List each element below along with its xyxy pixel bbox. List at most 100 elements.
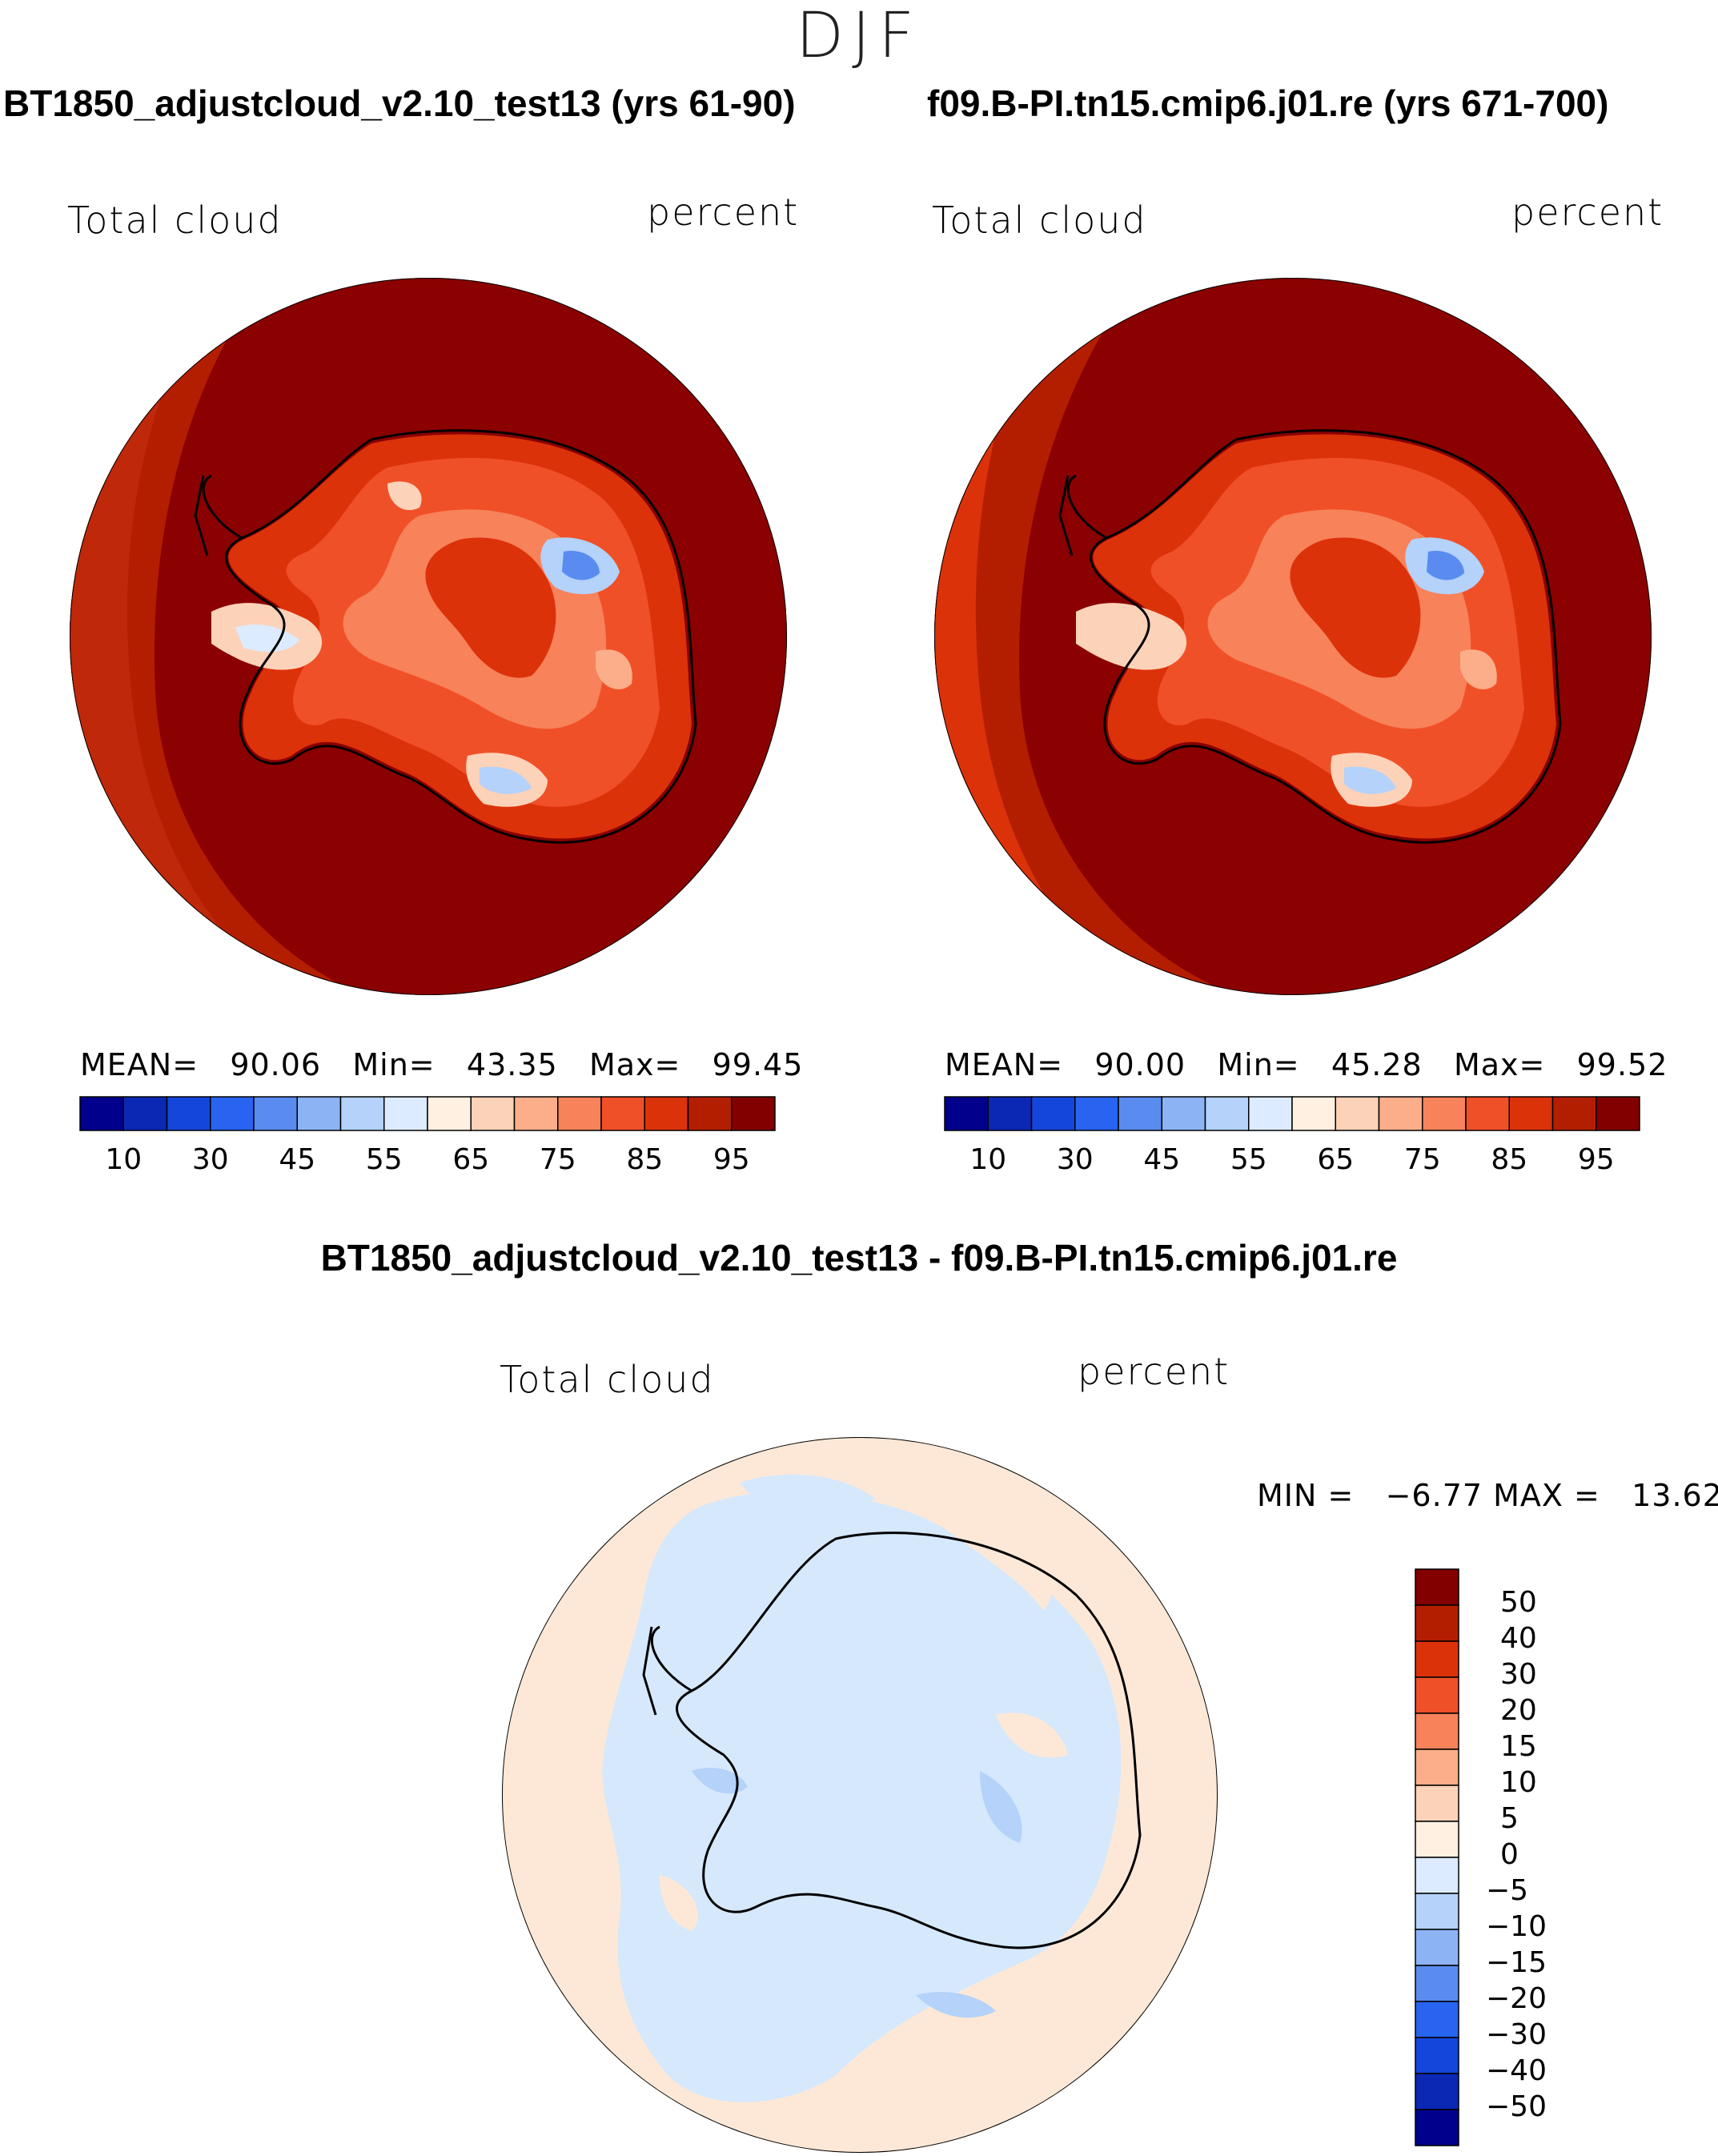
colorbar-swatch	[210, 1096, 255, 1131]
panel-1-map	[70, 278, 787, 995]
panel-1-title: BT1850_adjustcloud_v2.10_test13 (yrs 61-…	[3, 82, 796, 124]
panel-2-colorbar	[944, 1096, 1640, 1131]
mean-label: MEAN=	[945, 1047, 1064, 1082]
colorbar-swatch	[1415, 1893, 1459, 1930]
panel-1-stats: MEAN= 90.06 Min= 43.35 Max= 99.45	[80, 1047, 803, 1082]
colorbar-swatch	[122, 1096, 168, 1131]
mean-label: MEAN=	[80, 1047, 199, 1082]
max-value: 99.45	[712, 1047, 804, 1082]
colorbar-swatch	[1161, 1096, 1206, 1131]
colorbar-tick-label: 30	[191, 1143, 229, 1176]
colorbar-swatch	[987, 1096, 1033, 1131]
colorbar-swatch	[687, 1096, 733, 1131]
colorbar-tick-label: −20	[1486, 1982, 1547, 2015]
colorbar-swatch	[1415, 1640, 1459, 1678]
min-value: 43.35	[466, 1047, 558, 1082]
colorbar-swatch	[427, 1096, 472, 1131]
colorbar-tick-label: 95	[712, 1143, 750, 1176]
mean-value: 90.00	[1094, 1047, 1186, 1082]
colorbar-tick-label: 10	[1500, 1766, 1537, 1799]
diff-max-value: 13.62	[1632, 1478, 1718, 1513]
colorbar-swatch	[1415, 2001, 1459, 2038]
colorbar-tick-label: 50	[1500, 1586, 1537, 1619]
colorbar-swatch	[1335, 1096, 1380, 1131]
colorbar-swatch	[1415, 1821, 1459, 1858]
colorbar-swatch	[1248, 1096, 1293, 1131]
colorbar-swatch	[1415, 1748, 1459, 1786]
max-value: 99.52	[1576, 1047, 1668, 1082]
colorbar-tick-label: 85	[1491, 1143, 1528, 1176]
colorbar-swatch	[600, 1096, 645, 1131]
max-label: Max=	[1453, 1047, 1546, 1082]
colorbar-swatch	[1415, 2109, 1459, 2146]
colorbar-swatch	[1378, 1096, 1423, 1131]
colorbar-tick-label: 0	[1500, 1838, 1519, 1871]
colorbar-swatch	[1204, 1096, 1250, 1131]
colorbar-swatch	[1415, 2073, 1459, 2110]
colorbar-swatch	[1415, 1604, 1459, 1642]
panel-2-title: f09.B-PI.tn15.cmip6.j01.re (yrs 671-700)	[927, 82, 1609, 124]
diff-field-label: Total cloud	[500, 1358, 715, 1401]
colorbar-tick-label: 10	[105, 1143, 142, 1176]
panel-1-colorbar	[79, 1096, 776, 1131]
colorbar-swatch	[1415, 1857, 1459, 1894]
colorbar-tick-label: −40	[1486, 2054, 1547, 2087]
colorbar-tick-label: 5	[1500, 1802, 1519, 1835]
colorbar-swatch	[470, 1096, 516, 1131]
colorbar-swatch	[79, 1096, 124, 1131]
panel-2-map	[934, 278, 1652, 995]
season-title: DJF	[796, 0, 922, 72]
colorbar-swatch	[1118, 1096, 1162, 1131]
colorbar-tick-label: −10	[1486, 1910, 1547, 1943]
diff-colorbar	[1415, 1568, 1459, 2146]
colorbar-tick-label: 10	[969, 1143, 1007, 1176]
panel-2-field-label: Total cloud	[932, 199, 1147, 242]
colorbar-tick-label: 20	[1500, 1694, 1537, 1727]
colorbar-swatch	[1415, 1785, 1459, 1822]
panel-2-units-label: percent	[1511, 191, 1664, 234]
min-label: Min=	[352, 1047, 436, 1082]
colorbar-swatch	[1415, 1929, 1459, 1966]
colorbar-swatch	[1465, 1096, 1510, 1131]
colorbar-swatch	[253, 1096, 298, 1131]
colorbar-swatch	[1291, 1096, 1336, 1131]
colorbar-swatch	[644, 1096, 689, 1131]
colorbar-swatch	[944, 1096, 989, 1131]
panel-2-stats: MEAN= 90.00 Min= 45.28 Max= 99.52	[945, 1047, 1668, 1082]
min-label: Min=	[1217, 1047, 1300, 1082]
diff-map	[502, 1437, 1218, 2153]
colorbar-swatch	[339, 1096, 385, 1131]
diff-units-label: percent	[1078, 1350, 1230, 1393]
colorbar-swatch	[166, 1096, 211, 1131]
panel-1-field-label: Total cloud	[67, 199, 283, 242]
panel-1-units-label: percent	[647, 191, 800, 234]
colorbar-swatch	[513, 1096, 559, 1131]
colorbar-tick-label: 85	[626, 1143, 664, 1176]
colorbar-swatch	[1030, 1096, 1076, 1131]
colorbar-swatch	[1415, 2037, 1459, 2074]
colorbar-swatch	[1596, 1096, 1640, 1131]
colorbar-swatch	[383, 1096, 428, 1131]
colorbar-swatch	[1422, 1096, 1467, 1131]
colorbar-swatch	[1415, 1568, 1459, 1606]
colorbar-swatch	[557, 1096, 602, 1131]
colorbar-tick-label: 75	[539, 1143, 576, 1176]
colorbar-tick-label: 55	[1230, 1143, 1267, 1176]
colorbar-tick-label: −50	[1486, 2090, 1547, 2123]
colorbar-tick-label: 30	[1056, 1143, 1094, 1176]
colorbar-tick-label: −5	[1486, 1874, 1529, 1907]
colorbar-swatch	[296, 1096, 342, 1131]
mean-value: 90.06	[230, 1047, 322, 1082]
colorbar-swatch	[1074, 1096, 1119, 1131]
colorbar-tick-label: −30	[1486, 2018, 1547, 2051]
colorbar-swatch	[731, 1096, 776, 1131]
colorbar-swatch	[1415, 1676, 1459, 1714]
diff-min-label: MIN =	[1257, 1478, 1355, 1513]
colorbar-tick-label: 15	[1500, 1730, 1537, 1763]
max-label: Max=	[588, 1047, 681, 1082]
colorbar-swatch	[1415, 1965, 1459, 2002]
colorbar-swatch	[1508, 1096, 1554, 1131]
colorbar-tick-label: −15	[1486, 1946, 1547, 1979]
colorbar-swatch	[1415, 1712, 1459, 1750]
diff-title: BT1850_adjustcloud_v2.10_test13 - f09.B-…	[320, 1237, 1398, 1279]
